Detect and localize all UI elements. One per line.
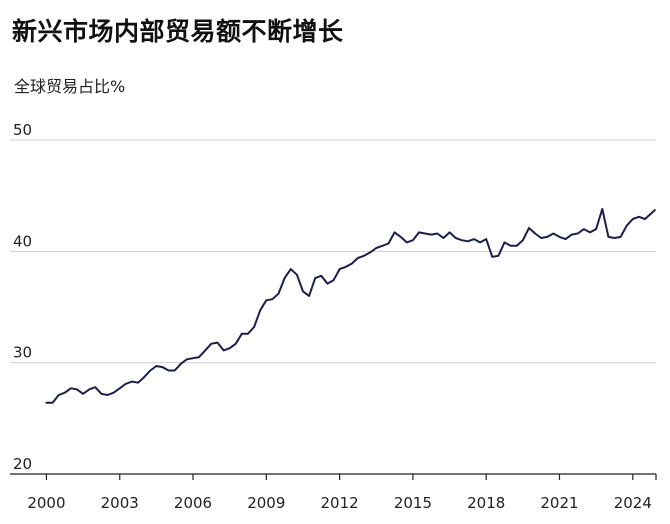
chart-subtitle: 全球贸易占比% [14,77,126,96]
gridlines [10,139,656,364]
series-group [45,208,656,404]
x-tick-label-2000: 2000 [27,494,65,512]
x-tick-label-2009: 2009 [247,494,285,512]
y-tick-label-30: 30 [13,344,32,362]
x-tick-label-2003: 2003 [101,494,139,512]
x-tick-label-2018: 2018 [467,494,505,512]
x-tick-label-2006: 2006 [174,494,212,512]
y-axis-tick-labels: 20 30 40 50 [13,121,32,473]
chart-title: 新兴市场内部贸易额不断增长 [12,17,344,46]
y-tick-label-50: 50 [13,121,32,139]
x-tick-label-2012: 2012 [321,494,359,512]
x-tick-label-2015: 2015 [394,494,432,512]
series-line-0 [45,208,656,404]
y-tick-label-40: 40 [13,232,32,250]
y-tick-label-20: 20 [13,455,32,473]
x-tick-label-2021: 2021 [540,494,578,512]
x-axis: 2000 2003 2006 2009 2012 2015 2018 2021 2024 [10,473,657,512]
x-tick-label-2024: 2024 [614,494,652,512]
